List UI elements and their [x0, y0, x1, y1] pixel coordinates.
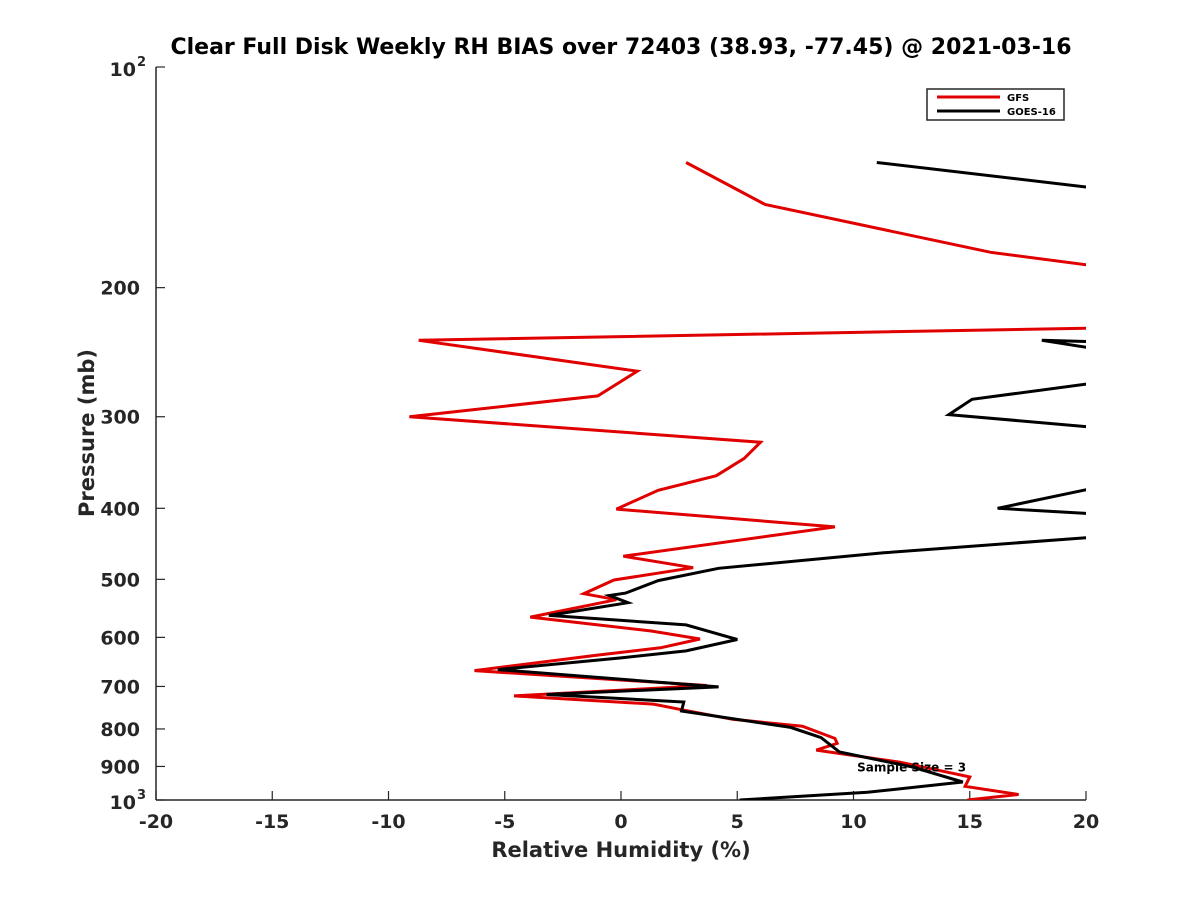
x-tick-label: 0: [614, 811, 627, 833]
x-tick-label: 15: [957, 811, 983, 833]
y-axis-label: Pressure (mb): [75, 349, 99, 517]
y-tick-label: 10: [110, 792, 136, 814]
x-tick-label: -5: [494, 811, 515, 833]
y-tick-label: 700: [100, 676, 140, 698]
x-tick-label: -20: [139, 811, 173, 833]
x-axis-label: Relative Humidity (%): [491, 838, 750, 862]
series-line-gfs: [409, 161, 1086, 800]
y-tick-label: 10: [110, 59, 136, 81]
y-tick-label: 600: [100, 627, 140, 649]
y-tick-exponent: 3: [137, 788, 146, 803]
y-tick-label: 200: [100, 278, 140, 300]
y-tick-exponent: 2: [137, 55, 146, 70]
chart-title: Clear Full Disk Weekly RH BIAS over 7240…: [170, 35, 1071, 60]
legend-box: [926, 88, 1065, 121]
y-tick-label: 300: [100, 407, 140, 429]
x-tick-label: -15: [255, 811, 289, 833]
y-tick-label: 500: [100, 569, 140, 591]
y-tick-label: 800: [100, 719, 140, 741]
y-tick-label: 400: [100, 498, 140, 520]
x-tick-label: 10: [840, 811, 866, 833]
series-line-goes-16: [497, 161, 1086, 800]
legend-label: GOES-16: [1007, 107, 1056, 118]
legend-label: GFS: [1007, 93, 1029, 104]
x-tick-label: 5: [731, 811, 744, 833]
sample-size-annotation: Sample Size = 3: [857, 761, 966, 775]
legend: GFS GOES-16: [926, 88, 1065, 121]
x-tick-label: -10: [371, 811, 405, 833]
y-tick-label: 900: [100, 756, 140, 778]
plot-area: [409, 161, 1086, 800]
x-tick-label: 20: [1073, 811, 1099, 833]
series-group: [409, 161, 1086, 800]
